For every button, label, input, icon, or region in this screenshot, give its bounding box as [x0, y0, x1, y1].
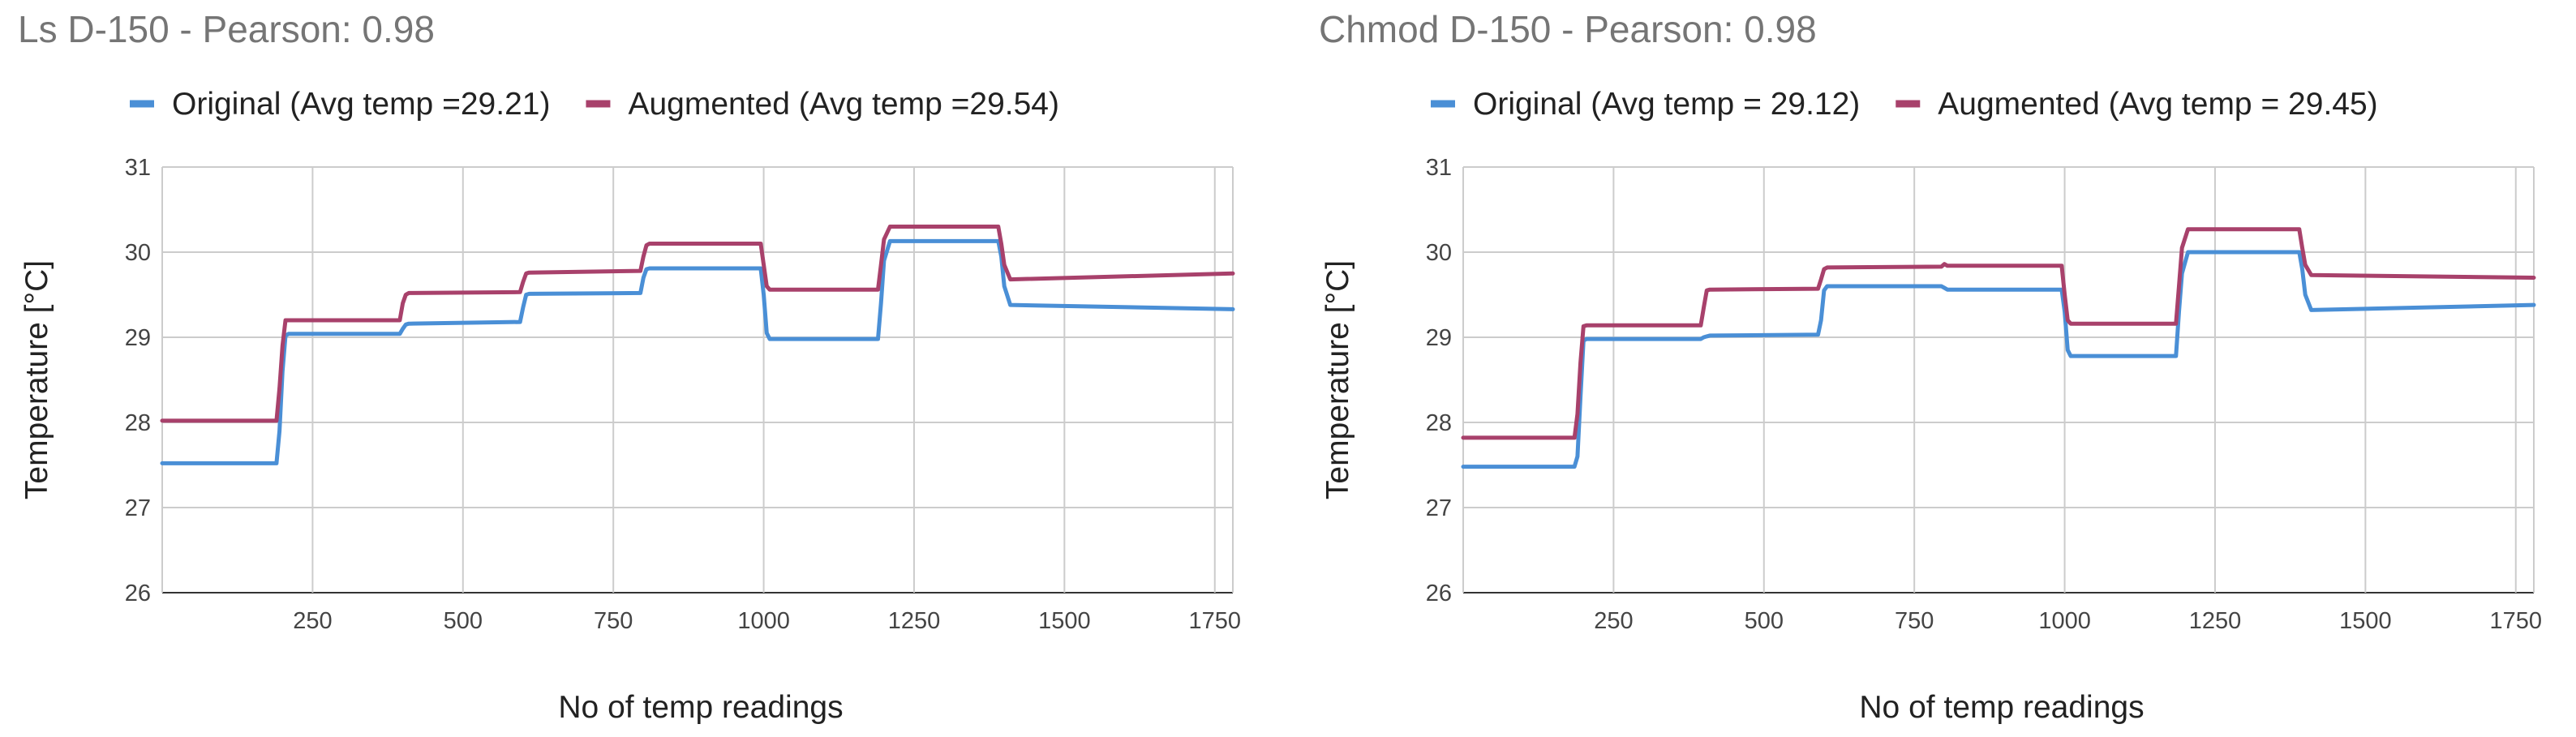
y-tick-label: 29: [1426, 325, 1452, 351]
y-axis-label: Temperature [°C]: [19, 260, 54, 499]
series-line-augmented: [1461, 227, 2536, 440]
y-tick-label: 26: [1426, 581, 1452, 606]
y-tick-label: 26: [125, 581, 151, 606]
x-axis-label: No of temp readings: [558, 690, 843, 725]
x-tick-label: 1250: [2189, 608, 2242, 634]
x-axis-label: No of temp readings: [1859, 690, 2144, 725]
chart-left: Ls D-150 - Pearson: 0.98 Original (Avg te…: [18, 8, 1241, 725]
y-tick-label: 28: [1426, 410, 1452, 436]
x-tick-label: 250: [1594, 608, 1633, 634]
x-tick-label: 1250: [888, 608, 941, 634]
x-tick-label: 500: [444, 608, 483, 634]
legend-label: Original (Avg temp = 29.12): [1473, 87, 1860, 122]
x-tick-label: 1000: [737, 608, 790, 634]
y-tick-label: 30: [125, 240, 151, 266]
x-tick-label: 750: [594, 608, 633, 634]
y-tick-label: 27: [125, 495, 151, 521]
x-tick-label: 500: [1745, 608, 1784, 634]
x-tick-label: 1750: [2489, 608, 2542, 634]
y-tick-label: 27: [1426, 495, 1452, 521]
legend-label: Augmented (Avg temp =29.54): [628, 87, 1059, 122]
y-axis-label: Temperature [°C]: [1320, 260, 1355, 499]
x-tick-label: 1000: [2038, 608, 2091, 634]
chart-title: Chmod D-150 - Pearson: 0.98: [1319, 8, 1817, 50]
series-line-original: [1461, 250, 2536, 469]
chart-svg-right: Chmod D-150 - Pearson: 0.98 Original (Avg…: [1319, 8, 2542, 725]
y-tick-label: 29: [125, 325, 151, 351]
y-tick-label: 30: [1426, 240, 1452, 266]
x-tick-label: 250: [293, 608, 332, 634]
legend-label: Original (Avg temp =29.21): [172, 87, 550, 122]
x-tick-label: 750: [1895, 608, 1934, 634]
chart-title: Ls D-150 - Pearson: 0.98: [18, 8, 435, 50]
x-tick-label: 1750: [1188, 608, 1241, 634]
chart-right: Chmod D-150 - Pearson: 0.98 Original (Avg…: [1301, 0, 2576, 737]
y-tick-label: 31: [125, 155, 151, 181]
series-line-original: [160, 238, 1235, 465]
y-tick-label: 28: [125, 410, 151, 436]
chart-svg-left: Ls D-150 - Pearson: 0.98 Original (Avg te…: [18, 8, 1241, 725]
x-tick-label: 1500: [1038, 608, 1091, 634]
x-tick-label: 1500: [2339, 608, 2392, 634]
y-tick-label: 31: [1426, 155, 1452, 181]
legend-label: Augmented (Avg temp = 29.45): [1938, 87, 2377, 122]
series-line-augmented: [160, 225, 1235, 423]
